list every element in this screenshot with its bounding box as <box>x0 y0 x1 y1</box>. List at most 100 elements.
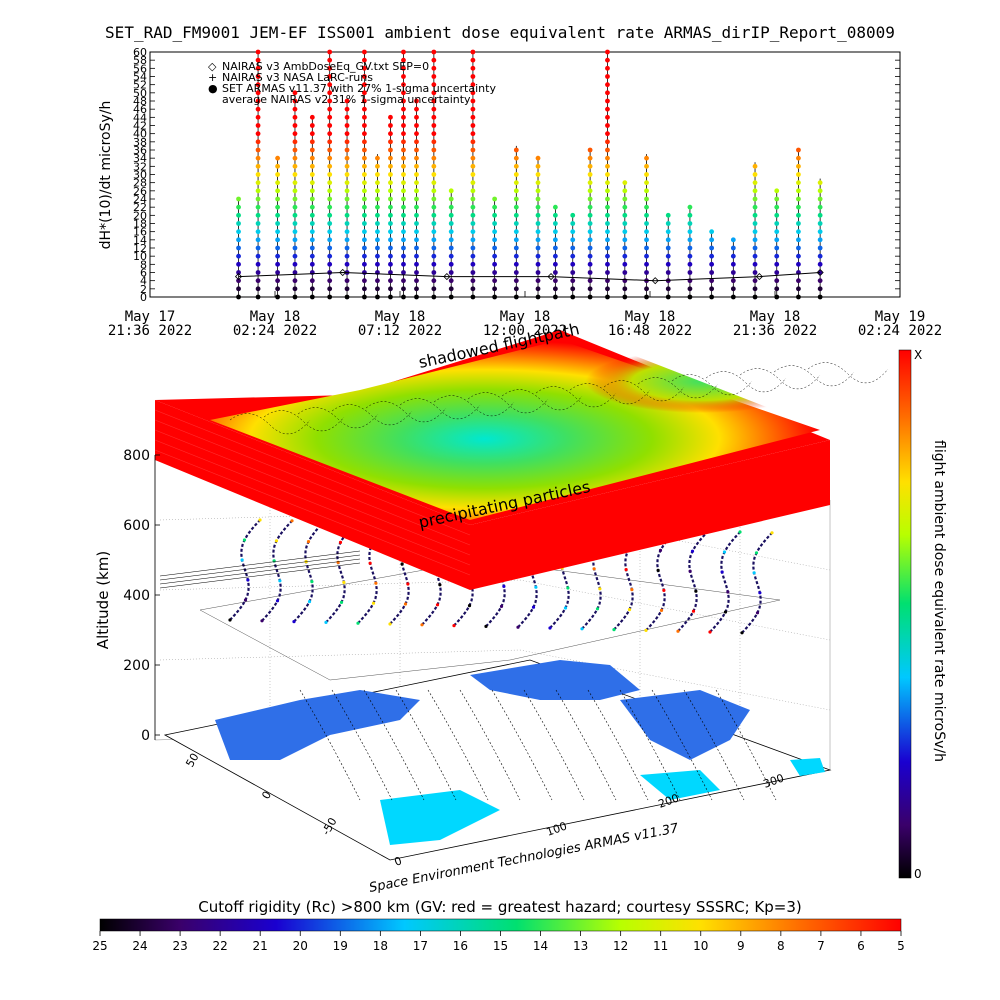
armas-point <box>362 270 367 275</box>
armas-point <box>448 286 454 292</box>
armas-point <box>587 253 593 259</box>
ground-track <box>587 689 649 801</box>
armas-point <box>431 221 437 226</box>
armas-point <box>535 196 541 202</box>
armas-point <box>344 163 350 169</box>
ground-track <box>491 689 553 801</box>
y-tick-label: 48 <box>133 95 147 108</box>
armas-point <box>587 212 593 218</box>
armas-point <box>275 172 281 177</box>
flight-track-dot <box>240 558 244 562</box>
ground-track <box>555 689 617 801</box>
x-tick-label: May 18 <box>500 309 551 325</box>
nairas-point <box>816 268 824 277</box>
armas-point <box>401 270 406 275</box>
armas-point <box>622 229 628 235</box>
armas-point <box>817 204 823 210</box>
armas-point <box>327 212 333 218</box>
armas-point <box>730 294 736 300</box>
armas-point <box>255 49 261 55</box>
armas-point <box>327 49 333 55</box>
armas-point <box>236 237 241 243</box>
y-tick-label: 34 <box>133 152 147 165</box>
flight-track-dot <box>484 624 488 629</box>
y-tick-label: 54 <box>133 71 147 84</box>
armas-point <box>327 229 333 235</box>
armas-point <box>292 98 298 104</box>
flight-track-dot <box>758 591 762 595</box>
armas-point <box>309 229 315 235</box>
armas-point <box>513 229 519 235</box>
armas-point <box>570 229 576 235</box>
armas-point <box>431 253 437 259</box>
armas-point <box>730 286 736 292</box>
y-tick-label: 4 <box>140 275 147 288</box>
armas-point <box>513 163 519 169</box>
armas-point <box>414 139 419 145</box>
x-tick-label-date: 07:12 2022 <box>358 323 442 339</box>
armas-point <box>605 82 610 88</box>
slab-track <box>263 410 345 431</box>
armas-point <box>431 237 437 243</box>
armas-point <box>327 65 333 71</box>
armas-point <box>414 98 419 104</box>
armas-point <box>448 229 454 235</box>
colorbar-bottom-label: 0 <box>914 867 922 881</box>
armas-point <box>255 139 261 145</box>
armas-point <box>752 196 758 202</box>
armas-point <box>362 123 367 128</box>
armas-point <box>431 74 437 79</box>
flight-track-dot <box>688 569 692 573</box>
armas-point <box>513 253 519 259</box>
armas-point <box>255 155 261 161</box>
ground-track <box>715 689 777 801</box>
armas-point <box>292 253 298 259</box>
rigidity-tick-label: 9 <box>737 939 745 953</box>
x-tick-label-date: 21:36 2022 <box>733 323 817 339</box>
armas-point <box>774 294 780 300</box>
armas-point <box>401 294 406 300</box>
armas-point <box>255 270 261 275</box>
armas-point <box>431 229 437 235</box>
armas-point <box>292 188 298 194</box>
armas-point <box>375 172 380 177</box>
y-tick-label: 46 <box>133 103 147 116</box>
armas-point <box>796 286 801 292</box>
armas-point <box>644 286 649 292</box>
armas-point <box>431 65 437 71</box>
armas-point <box>375 261 380 267</box>
armas-point <box>513 147 519 153</box>
armas-point <box>492 261 498 267</box>
armas-point <box>431 163 437 169</box>
armas-point <box>687 212 693 218</box>
armas-point <box>388 147 393 153</box>
y-tick-label: 18 <box>133 218 147 231</box>
armas-point <box>431 245 437 251</box>
armas-point <box>292 278 298 284</box>
armas-point <box>309 139 315 145</box>
flight-track-dot <box>531 605 536 609</box>
armas-point <box>570 245 576 251</box>
armas-point <box>605 65 610 71</box>
flight-track-dot <box>516 625 520 629</box>
ground-track <box>427 689 489 801</box>
armas-point <box>309 114 315 120</box>
armas-point <box>687 261 693 267</box>
armas-point <box>292 196 298 202</box>
y-tick-label: 56 <box>133 62 147 75</box>
armas-point <box>431 270 437 275</box>
armas-point <box>309 204 315 210</box>
armas-point <box>605 49 610 55</box>
slab-track <box>399 398 481 419</box>
y-tick-label: 16 <box>133 226 147 239</box>
armas-point <box>275 294 281 300</box>
armas-point <box>236 294 241 300</box>
z-tick-label: 0 <box>141 728 150 744</box>
armas-point <box>344 196 350 202</box>
flight-track-dot <box>274 539 279 543</box>
armas-point <box>431 57 437 63</box>
armas-point <box>401 90 406 96</box>
armas-point <box>752 229 758 235</box>
slab-track <box>467 392 549 413</box>
armas-point <box>665 212 671 218</box>
